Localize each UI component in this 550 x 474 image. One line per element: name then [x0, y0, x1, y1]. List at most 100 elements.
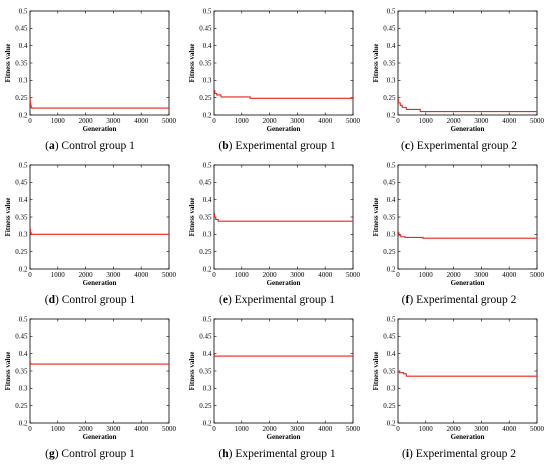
caption-text: Experimental group 1 [235, 448, 336, 460]
y-tick-label: 0.2 [203, 419, 212, 427]
x-tick-label: 3000 [474, 117, 489, 125]
y-tick-label: 0.5 [387, 7, 396, 15]
plot-frame [397, 318, 538, 424]
x-tick-label: 1000 [51, 271, 66, 279]
y-tick-label: 0.25 [383, 402, 396, 410]
y-tick-label: 0.5 [19, 315, 28, 323]
series-line [398, 232, 537, 239]
x-tick-label: 2000 [263, 425, 278, 433]
caption-letter: h [222, 448, 229, 460]
y-axis-label: Fitness value [372, 198, 380, 237]
chart-panel-g: 0 1000 2000 3000 4000 5000 0.2 0.25 0.3 0.35 0.4 0.… [4, 315, 177, 460]
y-axis-label: Fitness value [188, 352, 196, 391]
x-tick-label: 4000 [502, 425, 517, 433]
plot-frame [29, 164, 170, 270]
series-line [213, 354, 353, 357]
y-tick-label: 0.35 [383, 59, 396, 67]
x-axis-label: Generation [451, 433, 485, 441]
y-tick-label: 0.45 [199, 25, 212, 33]
x-tick-label: 0 [212, 425, 216, 433]
y-axis-label: Fitness value [4, 352, 12, 391]
y-tick-label: 0.25 [15, 248, 28, 256]
x-tick-label: 2000 [447, 271, 462, 279]
panel-caption: (d) Control group 1 [45, 294, 136, 306]
y-tick-label: 0.25 [383, 248, 396, 256]
y-tick-label: 0.35 [15, 59, 28, 67]
x-tick-label: 0 [396, 117, 400, 125]
panel-caption: (e) Experimental group 1 [219, 294, 335, 306]
y-tick-label: 0.4 [19, 42, 28, 50]
x-tick-label: 5000 [162, 271, 177, 279]
caption-paren-open: ( [218, 140, 222, 152]
series-line [398, 370, 537, 377]
caption-letter: i [406, 448, 410, 460]
y-tick-label: 0.25 [199, 94, 212, 102]
panel-caption: (f) Experimental group 2 [402, 294, 517, 306]
panel-caption: (h) Experimental group 1 [218, 448, 335, 460]
caption-text: Experimental group 2 [416, 294, 517, 306]
caption-paren-open: ( [45, 448, 49, 460]
x-tick-label: 0 [28, 117, 32, 125]
y-tick-label: 0.2 [203, 111, 212, 119]
series-line [29, 228, 169, 235]
y-tick-label: 0.3 [203, 77, 212, 85]
y-tick-label: 0.3 [203, 385, 212, 393]
x-axis-label: Generation [451, 125, 485, 133]
x-tick-label: 1000 [419, 117, 434, 125]
x-tick-label: 2000 [263, 117, 278, 125]
x-tick-label: 5000 [162, 117, 177, 125]
caption-letter: d [49, 294, 56, 306]
y-tick-label: 0.5 [203, 161, 212, 169]
y-tick-label: 0.5 [19, 7, 28, 15]
x-tick-label: 2000 [79, 271, 94, 279]
y-tick-label: 0.3 [387, 385, 396, 393]
y-tick-label: 0.2 [203, 265, 212, 273]
x-tick-label: 3000 [106, 117, 121, 125]
plot-frame [213, 318, 354, 424]
x-tick-label: 4000 [502, 271, 517, 279]
caption-text: Experimental group 2 [417, 140, 518, 152]
y-tick-label: 0.45 [15, 333, 28, 341]
x-tick-label: 3000 [474, 271, 489, 279]
caption-paren-open: ( [402, 448, 406, 460]
x-tick-label: 3000 [290, 271, 305, 279]
x-axis-label: Generation [267, 433, 301, 441]
series-line [214, 212, 353, 222]
x-tick-label: 3000 [290, 117, 305, 125]
y-tick-label: 0.4 [19, 196, 28, 204]
chart-panel-c: 0 1000 2000 3000 4000 5000 0.2 0.25 0.3 0.35 0.4 0.… [372, 7, 545, 152]
x-axis-label: Generation [83, 433, 117, 441]
x-tick-label: 0 [28, 271, 32, 279]
x-tick-label: 4000 [134, 271, 149, 279]
x-tick-label: 4000 [134, 117, 149, 125]
y-tick-label: 0.2 [19, 419, 28, 427]
y-tick-label: 0.4 [203, 350, 212, 358]
x-tick-label: 0 [212, 271, 216, 279]
y-tick-label: 0.4 [19, 350, 28, 358]
plot-frame [397, 164, 538, 270]
caption-paren-open: ( [402, 294, 406, 306]
caption-paren-close: ) [228, 294, 235, 306]
y-tick-label: 0.5 [387, 161, 396, 169]
y-tick-label: 0.4 [203, 196, 212, 204]
plot-frame [29, 10, 170, 116]
x-tick-label: 5000 [530, 271, 545, 279]
y-tick-label: 0.5 [203, 7, 212, 15]
y-tick-label: 0.4 [387, 196, 396, 204]
y-tick-label: 0.35 [15, 213, 28, 221]
chart-panel-b: 0 1000 2000 3000 4000 5000 0.2 0.25 0.3 0.35 0.4 0.… [188, 7, 361, 152]
y-tick-label: 0.3 [387, 231, 396, 239]
x-tick-label: 5000 [346, 271, 361, 279]
y-axis-label: Fitness value [188, 198, 196, 237]
y-tick-label: 0.25 [15, 402, 28, 410]
caption-letter: c [405, 140, 410, 152]
x-tick-label: 3000 [474, 425, 489, 433]
y-tick-label: 0.35 [15, 367, 28, 375]
y-tick-label: 0.3 [19, 77, 28, 85]
caption-paren-close: ) [229, 448, 236, 460]
y-tick-label: 0.3 [19, 231, 28, 239]
chart-panel-a: 0 1000 2000 3000 4000 5000 0.2 0.25 0.3 0.35 0.4 0.… [4, 7, 177, 152]
series-line [214, 90, 353, 99]
y-tick-label: 0.5 [387, 315, 396, 323]
